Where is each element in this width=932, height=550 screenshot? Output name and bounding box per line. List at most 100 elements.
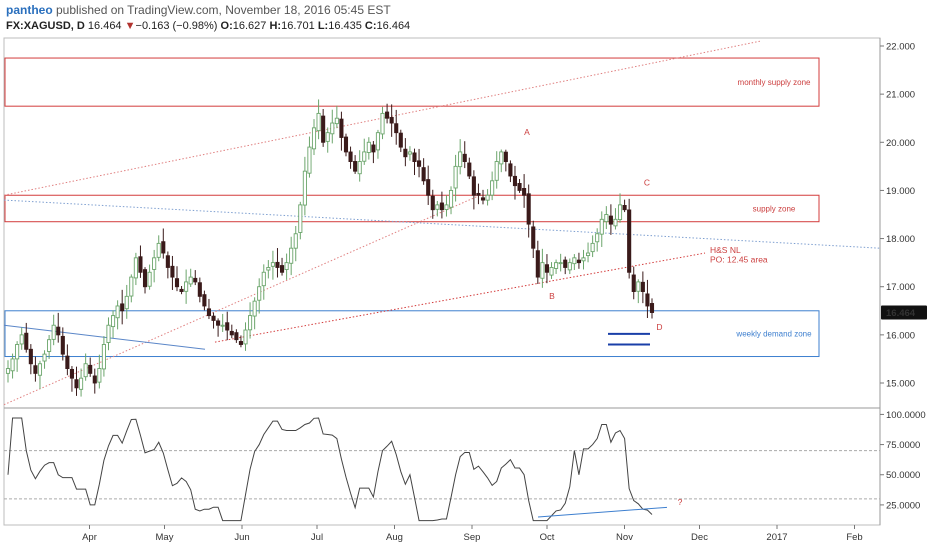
candle[interactable] (193, 270, 198, 286)
candle[interactable] (97, 354, 102, 389)
candle[interactable] (124, 284, 129, 319)
candle[interactable] (28, 344, 33, 375)
candle[interactable] (357, 150, 362, 182)
candle[interactable] (316, 99, 321, 140)
candle[interactable] (138, 245, 143, 278)
candle[interactable] (179, 285, 184, 295)
candle[interactable] (88, 357, 93, 377)
candle[interactable] (535, 240, 540, 284)
candle[interactable] (279, 257, 285, 276)
candle[interactable] (293, 226, 298, 262)
candle[interactable] (92, 368, 97, 394)
candle[interactable] (79, 368, 84, 397)
candle[interactable] (581, 249, 586, 270)
candle[interactable] (15, 341, 20, 372)
candle[interactable] (627, 198, 632, 279)
candle[interactable] (334, 105, 339, 129)
candle[interactable] (503, 149, 508, 172)
candle[interactable] (133, 252, 138, 286)
candle[interactable] (120, 289, 125, 325)
candle[interactable] (375, 129, 381, 159)
candle[interactable] (330, 109, 335, 144)
candle[interactable] (544, 254, 550, 284)
candle[interactable] (649, 298, 655, 319)
candle[interactable] (462, 141, 467, 169)
candle[interactable] (147, 264, 152, 290)
candle[interactable] (590, 235, 595, 258)
candle[interactable] (417, 148, 422, 178)
candle[interactable] (407, 146, 412, 161)
candle[interactable] (371, 141, 376, 164)
candle[interactable] (476, 183, 481, 205)
candle[interactable] (197, 277, 202, 303)
candle[interactable] (604, 206, 609, 230)
candle[interactable] (549, 262, 554, 279)
candle[interactable] (69, 366, 74, 392)
candle[interactable] (206, 298, 212, 320)
candle[interactable] (101, 336, 106, 377)
candle[interactable] (106, 317, 111, 351)
candle[interactable] (439, 191, 444, 219)
candle[interactable] (403, 138, 408, 167)
candle[interactable] (631, 266, 636, 300)
candle[interactable] (284, 253, 289, 280)
candle[interactable] (60, 327, 65, 361)
candle[interactable] (42, 350, 47, 369)
candle[interactable] (156, 235, 161, 262)
candle[interactable] (453, 154, 458, 202)
candle[interactable] (426, 165, 431, 205)
candle[interactable] (595, 228, 600, 252)
candle[interactable] (307, 136, 312, 178)
candle[interactable] (467, 157, 472, 180)
candle[interactable] (261, 264, 266, 300)
candle[interactable] (238, 335, 243, 348)
candle[interactable] (494, 151, 499, 189)
candle[interactable] (152, 249, 157, 283)
candle[interactable] (558, 253, 563, 272)
candle[interactable] (10, 353, 15, 379)
candle[interactable] (490, 171, 495, 201)
candle[interactable] (170, 255, 175, 290)
candle[interactable] (37, 360, 43, 389)
candle[interactable] (608, 204, 613, 235)
candle[interactable] (531, 220, 536, 259)
candle[interactable] (471, 170, 476, 210)
candle[interactable] (325, 127, 330, 153)
candle[interactable] (252, 297, 257, 330)
candle[interactable] (366, 137, 371, 160)
candle[interactable] (47, 334, 52, 359)
candle[interactable] (302, 156, 307, 216)
candle[interactable] (289, 236, 294, 276)
candle[interactable] (480, 189, 486, 205)
candle[interactable] (339, 111, 344, 151)
candle[interactable] (576, 252, 581, 269)
candle[interactable] (586, 242, 591, 263)
candle[interactable] (19, 327, 24, 350)
candle[interactable] (165, 251, 170, 279)
candle[interactable] (115, 300, 120, 330)
candle[interactable] (613, 208, 618, 230)
candle[interactable] (421, 158, 426, 185)
candle[interactable] (225, 311, 230, 341)
candle[interactable] (298, 201, 303, 240)
candle[interactable] (248, 302, 253, 339)
candle[interactable] (202, 290, 207, 311)
candle[interactable] (398, 129, 403, 153)
candle[interactable] (572, 254, 577, 270)
candle[interactable] (266, 260, 271, 279)
candle[interactable] (5, 360, 11, 383)
candle[interactable] (385, 103, 390, 124)
candle[interactable] (24, 322, 29, 353)
candle[interactable] (83, 353, 88, 381)
candle[interactable] (110, 310, 116, 338)
candle[interactable] (448, 186, 454, 215)
candle[interactable] (554, 259, 559, 274)
candle[interactable] (348, 146, 353, 169)
candle[interactable] (243, 322, 248, 351)
candle[interactable] (229, 324, 234, 339)
candle[interactable] (599, 211, 604, 247)
candle[interactable] (56, 312, 61, 343)
candle[interactable] (33, 356, 38, 382)
candle[interactable] (499, 149, 504, 173)
